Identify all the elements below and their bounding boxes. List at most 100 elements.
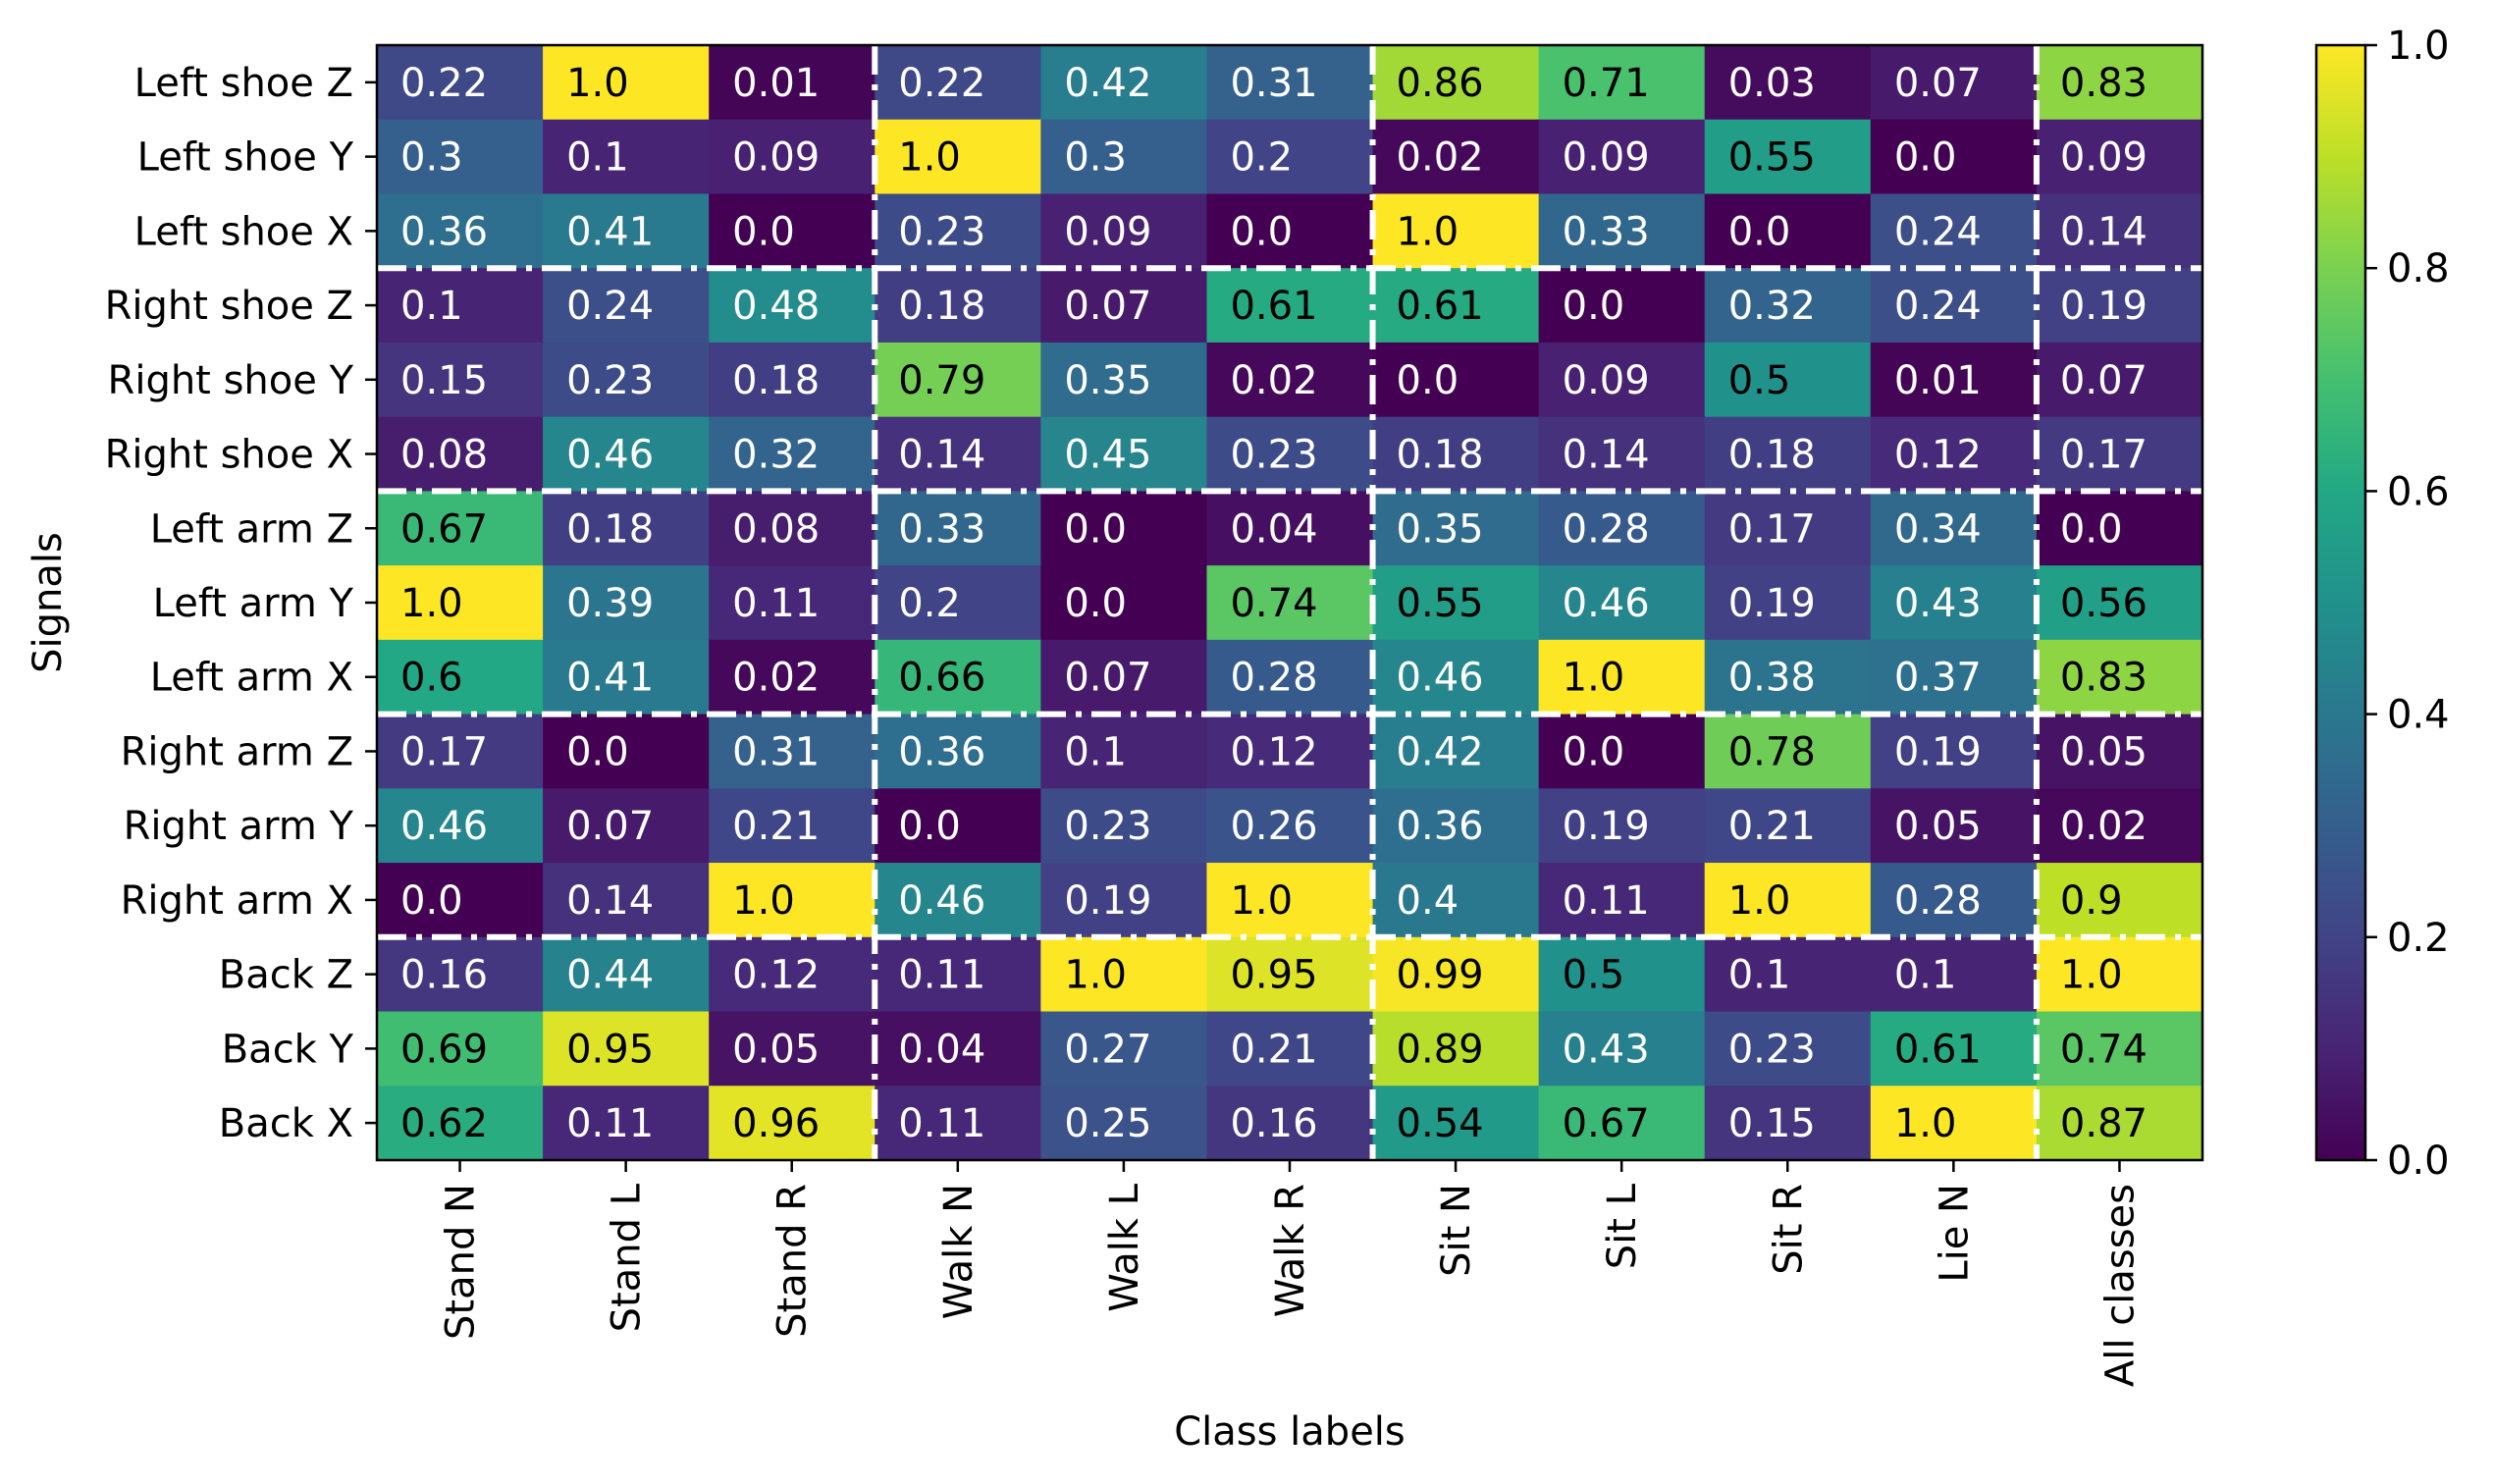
heatmap-cell [875, 714, 1041, 789]
heatmap-cell [1372, 714, 1540, 789]
cell-value-label: 0.14 [898, 433, 985, 478]
heatmap-cell [1206, 565, 1374, 641]
cell-value-label: 0.99 [1397, 953, 1484, 998]
heatmap-cell [543, 863, 710, 938]
cell-value-label: 0.02 [1397, 135, 1484, 181]
cell-value-label: 0.61 [1397, 284, 1484, 329]
cell-value-label: 0.38 [1728, 656, 1816, 701]
cell-value-label: 0.14 [566, 878, 654, 924]
heatmap-cell [709, 565, 875, 641]
x-tick-label: Walk N [936, 1184, 981, 1319]
cell-value-label: 0.24 [566, 284, 654, 329]
heatmap-cell [1704, 268, 1872, 344]
cell-value-label: 1.0 [2060, 953, 2123, 998]
heatmap-cell [377, 714, 544, 789]
heatmap-cell [1040, 491, 1208, 566]
heatmap-cell [1372, 268, 1540, 344]
heatmap-cell [1870, 1011, 2038, 1086]
cell-value-label: 0.22 [400, 61, 488, 106]
cell-value-label: 0.11 [732, 581, 820, 626]
cell-value-label: 0.09 [1563, 135, 1650, 181]
cell-value-label: 0.66 [898, 656, 985, 701]
heatmap-cell [2036, 119, 2203, 195]
cell-value-label: 0.33 [898, 506, 985, 552]
heatmap-cell [1040, 639, 1208, 716]
cell-value-label: 0.1 [1728, 953, 1791, 998]
heatmap-cell [2036, 193, 2203, 269]
cell-value-label: 0.54 [1397, 1101, 1484, 1146]
heatmap-cell [1870, 863, 2038, 938]
heatmap-cell [1538, 342, 1706, 418]
heatmap-cell [1704, 863, 1872, 938]
heatmap-cell [1704, 491, 1872, 566]
heatmap-cell [709, 119, 875, 195]
cell-value-label: 0.19 [1728, 581, 1816, 626]
cell-value-label: 0.35 [1064, 358, 1151, 403]
cell-value-label: 0.67 [1563, 1101, 1650, 1146]
cell-value-label: 0.55 [1397, 581, 1484, 626]
heatmap-cell [377, 491, 544, 566]
heatmap-cell [1040, 936, 1208, 1013]
cell-value-label: 0.28 [1563, 506, 1650, 552]
heatmap-cell [1040, 193, 1208, 269]
cell-value-label: 0.83 [2060, 61, 2148, 106]
heatmap-cell [1040, 342, 1208, 418]
cell-value-label: 0.04 [1230, 506, 1317, 552]
cell-value-label: 0.24 [1894, 209, 1982, 254]
heatmap-cell [1538, 788, 1706, 864]
cell-value-label: 0.07 [1064, 656, 1151, 701]
y-tick-label: Left arm X [150, 656, 353, 701]
cell-value-label: 0.07 [1064, 284, 1151, 329]
cell-value-label: 0.45 [1064, 433, 1151, 478]
heatmap-cell [1040, 565, 1208, 641]
cell-value-label: 0.0 [1894, 135, 1957, 181]
cell-value-label: 1.0 [1563, 656, 1625, 701]
heatmap-cell [875, 1011, 1041, 1086]
cell-value-label: 0.3 [400, 135, 463, 181]
cell-value-label: 0.07 [566, 804, 654, 849]
cell-value-label: 0.19 [1064, 878, 1151, 924]
heatmap-cell [1704, 1011, 1872, 1086]
heatmap-cell [1538, 193, 1706, 269]
cell-value-label: 0.03 [1728, 61, 1816, 106]
cell-value-label: 0.21 [1230, 1027, 1317, 1072]
heatmap-cell [875, 416, 1041, 492]
heatmap-cell [875, 1086, 1041, 1161]
heatmap-cell [709, 416, 875, 492]
heatmap-cell [1870, 565, 2038, 641]
colorbar-tick-label: 0.2 [2387, 916, 2450, 961]
heatmap-cell [1040, 863, 1208, 938]
heatmap-cell [2036, 416, 2203, 492]
heatmap-cell [875, 788, 1041, 864]
heatmap-cell [709, 193, 875, 269]
cell-value-label: 0.43 [1894, 581, 1982, 626]
cell-value-label: 0.4 [1397, 878, 1459, 924]
heatmap-cell [377, 788, 544, 864]
heatmap-cell [709, 491, 875, 566]
heatmap-cell [1206, 268, 1374, 344]
heatmap-cell [1870, 119, 2038, 195]
heatmap-cell [1704, 936, 1872, 1013]
heatmap-cell [709, 863, 875, 938]
cell-value-label: 0.74 [1230, 581, 1317, 626]
heatmap-cells: 0.22 1.0 0.01 0.22 0.42 0.31 0.86 0.71 0.03 0.07 0… [377, 45, 2203, 1161]
cell-value-label: 0.08 [400, 433, 488, 478]
cell-value-label: 0.44 [566, 953, 654, 998]
heatmap-cell [1206, 936, 1374, 1013]
heatmap-cell [875, 45, 1041, 121]
x-tick-label: Walk L [1102, 1183, 1147, 1311]
heatmap-cell [1372, 1011, 1540, 1086]
heatmap-cell [1040, 714, 1208, 789]
cell-value-label: 0.23 [898, 209, 985, 254]
x-tick-label: Sit N [1434, 1184, 1479, 1277]
cell-value-label: 0.6 [400, 656, 463, 701]
cell-value-label: 0.23 [566, 358, 654, 403]
x-tick-label: Sit R [1766, 1184, 1811, 1275]
heatmap-cell [1206, 788, 1374, 864]
cell-value-label: 0.1 [566, 135, 629, 181]
heatmap-cell [1206, 416, 1374, 492]
heatmap-cell [377, 342, 544, 418]
heatmap-cell [1372, 639, 1540, 716]
y-tick-label: Right arm Y [124, 804, 354, 849]
